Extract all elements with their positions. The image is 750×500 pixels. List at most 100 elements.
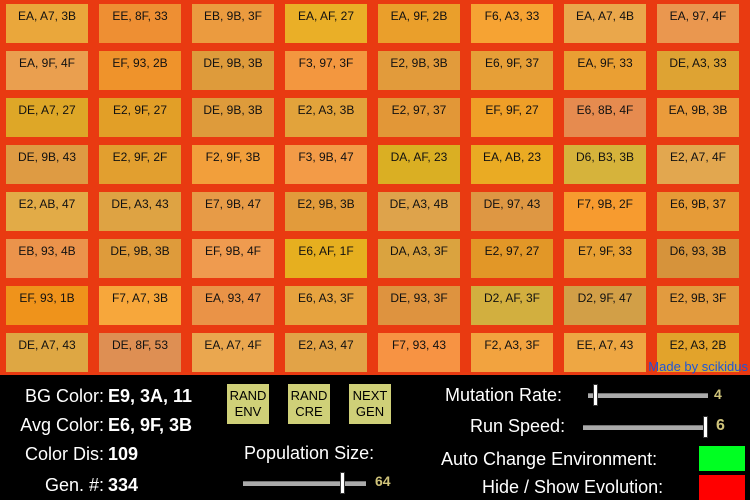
avg-color-stat: Avg Color: E6, 9F, 3B — [0, 413, 192, 437]
mutation-rate-label: Mutation Rate: — [445, 385, 563, 405]
creature-cell: EA, 93, 47 — [192, 286, 274, 325]
creature-cell: DE, 9B, 43 — [6, 145, 88, 184]
creature-cell: DA, AF, 23 — [378, 145, 460, 184]
creature-cell: EE, 8F, 33 — [99, 4, 181, 43]
creature-cell: E6, AF, 1F — [285, 239, 367, 278]
next-gen-line2: GEN — [355, 404, 385, 419]
speed-slider-track[interactable] — [583, 425, 708, 430]
creature-cell: E2, A3, 2B — [657, 333, 739, 372]
creature-cell: D2, 9F, 47 — [564, 286, 646, 325]
speed-slider-thumb[interactable] — [703, 416, 708, 438]
creature-cell: EA, 9F, 4F — [6, 51, 88, 90]
creature-cell: EA, AB, 23 — [471, 145, 553, 184]
creature-cell: DE, 9B, 3B — [99, 239, 181, 278]
color-dis-value: 109 — [108, 443, 139, 464]
creature-cell: EA, 9B, 3B — [657, 98, 739, 137]
creature-cell: E2, 9F, 27 — [99, 98, 181, 137]
creature-cell: EA, A7, 4F — [192, 333, 274, 372]
creature-cell: D6, B3, 3B — [564, 145, 646, 184]
creature-cell: E2, A3, 3B — [285, 98, 367, 137]
creature-cell: F6, A3, 33 — [471, 4, 553, 43]
rand-cre-button[interactable]: RAND CRE — [288, 384, 330, 424]
creature-cell: E2, 9F, 2F — [99, 145, 181, 184]
color-dis-stat: Color Dis: 109 — [0, 442, 138, 466]
creature-cell: DE, A3, 43 — [99, 192, 181, 231]
creature-cell: F2, A3, 3F — [471, 333, 553, 372]
creature-cell: E6, 9B, 37 — [657, 192, 739, 231]
creature-cell: E6, 8B, 4F — [564, 98, 646, 137]
creature-cell: DE, 9B, 3B — [192, 98, 274, 137]
creature-cell: EA, AF, 27 — [285, 4, 367, 43]
gen-stat: Gen. #: 334 — [0, 473, 138, 497]
creature-cell: E2, 9B, 3F — [657, 286, 739, 325]
population-slider-thumb[interactable] — [339, 472, 345, 494]
creature-cell: E2, 9B, 3B — [285, 192, 367, 231]
avg-color-value: E6, 9F, 3B — [108, 414, 193, 435]
creature-cell: E2, AB, 47 — [6, 192, 88, 231]
creature-cell: EE, A7, 43 — [564, 333, 646, 372]
creature-cell: E2, A7, 4F — [657, 145, 739, 184]
mutation-slider-thumb[interactable] — [592, 384, 598, 406]
creature-cell: DE, 97, 43 — [471, 192, 553, 231]
creature-cell: EA, 9F, 2B — [378, 4, 460, 43]
creature-cell: EA, 9F, 33 — [564, 51, 646, 90]
creature-cell: F3, 9B, 47 — [285, 145, 367, 184]
creature-cell: E2, 97, 37 — [378, 98, 460, 137]
creature-cell: EB, 9B, 3F — [192, 4, 274, 43]
creature-cell: F7, 9B, 2F — [564, 192, 646, 231]
creature-grid: EA, A7, 3B EE, 8F, 33 EB, 9B, 3F EA, AF, 27… — [6, 4, 750, 375]
creature-cell: D6, 93, 3B — [657, 239, 739, 278]
creature-cell: E7, 9F, 33 — [564, 239, 646, 278]
hide-show-label: Hide / Show Evolution: — [482, 477, 664, 497]
creature-cell: DE, 93, 3F — [378, 286, 460, 325]
next-gen-button[interactable]: NEXT GEN — [349, 384, 391, 424]
credit-text: Made by scikidus — [648, 359, 748, 374]
creature-cell: F7, 93, 43 — [378, 333, 460, 372]
creature-cell: EA, A7, 4B — [564, 4, 646, 43]
population-value: 64 — [375, 473, 391, 489]
creature-cell: EF, 93, 2B — [99, 51, 181, 90]
rand-cre-line2: CRE — [295, 404, 323, 419]
rand-env-line2: ENV — [234, 404, 262, 419]
gen-value: 334 — [108, 474, 139, 495]
creature-cell: E7, 9B, 47 — [192, 192, 274, 231]
creature-cell: E6, 9F, 37 — [471, 51, 553, 90]
mutation-slider-track[interactable] — [588, 393, 708, 398]
population-label: Population Size: — [244, 443, 375, 463]
rand-env-button[interactable]: RAND ENV — [227, 384, 269, 424]
creature-cell: EF, 9B, 4F — [192, 239, 274, 278]
control-panel: BG Color: E9, 3A, 11 Avg Color: E6, 9F, … — [0, 375, 750, 500]
next-gen-line1: NEXT — [352, 388, 388, 403]
creature-cell: DE, A7, 27 — [6, 98, 88, 137]
creature-cell: DA, A3, 3F — [378, 239, 460, 278]
rand-cre-line1: RAND — [290, 388, 328, 403]
environment-background: EA, A7, 3B EE, 8F, 33 EB, 9B, 3F EA, AF, 27… — [0, 0, 750, 375]
auto-change-label: Auto Change Environment: — [441, 449, 658, 469]
creature-cell: F3, 97, 3F — [285, 51, 367, 90]
color-dis-label: Color Dis: — [24, 443, 104, 464]
creature-cell: EA, 97, 4F — [657, 4, 739, 43]
creature-cell: DE, 9B, 3B — [192, 51, 274, 90]
creature-cell: DE, 8F, 53 — [99, 333, 181, 372]
auto-change-toggle[interactable] — [699, 446, 745, 471]
creature-cell: E2, A3, 47 — [285, 333, 367, 372]
bg-color-label: BG Color: — [24, 385, 104, 406]
creature-cell: E6, A3, 3F — [285, 286, 367, 325]
creature-cell: EA, A7, 3B — [6, 4, 88, 43]
creature-cell: EB, 93, 4B — [6, 239, 88, 278]
gen-label: Gen. #: — [44, 474, 104, 495]
creature-cell: D2, AF, 3F — [471, 286, 553, 325]
run-speed-label: Run Speed: — [470, 416, 566, 436]
creature-cell: F7, A7, 3B — [99, 286, 181, 325]
creature-cell: DE, A7, 43 — [6, 333, 88, 372]
avg-color-label: Avg Color: — [20, 414, 104, 435]
population-slider-track[interactable] — [243, 481, 366, 486]
bg-color-stat: BG Color: E9, 3A, 11 — [0, 384, 192, 408]
bg-color-value: E9, 3A, 11 — [108, 385, 193, 406]
hide-show-toggle[interactable] — [699, 475, 745, 500]
creature-cell: E2, 97, 27 — [471, 239, 553, 278]
creature-cell: DE, A3, 4B — [378, 192, 460, 231]
rand-env-line1: RAND — [229, 388, 267, 403]
creature-cell: EF, 93, 1B — [6, 286, 88, 325]
creature-cell: EF, 9F, 27 — [471, 98, 553, 137]
